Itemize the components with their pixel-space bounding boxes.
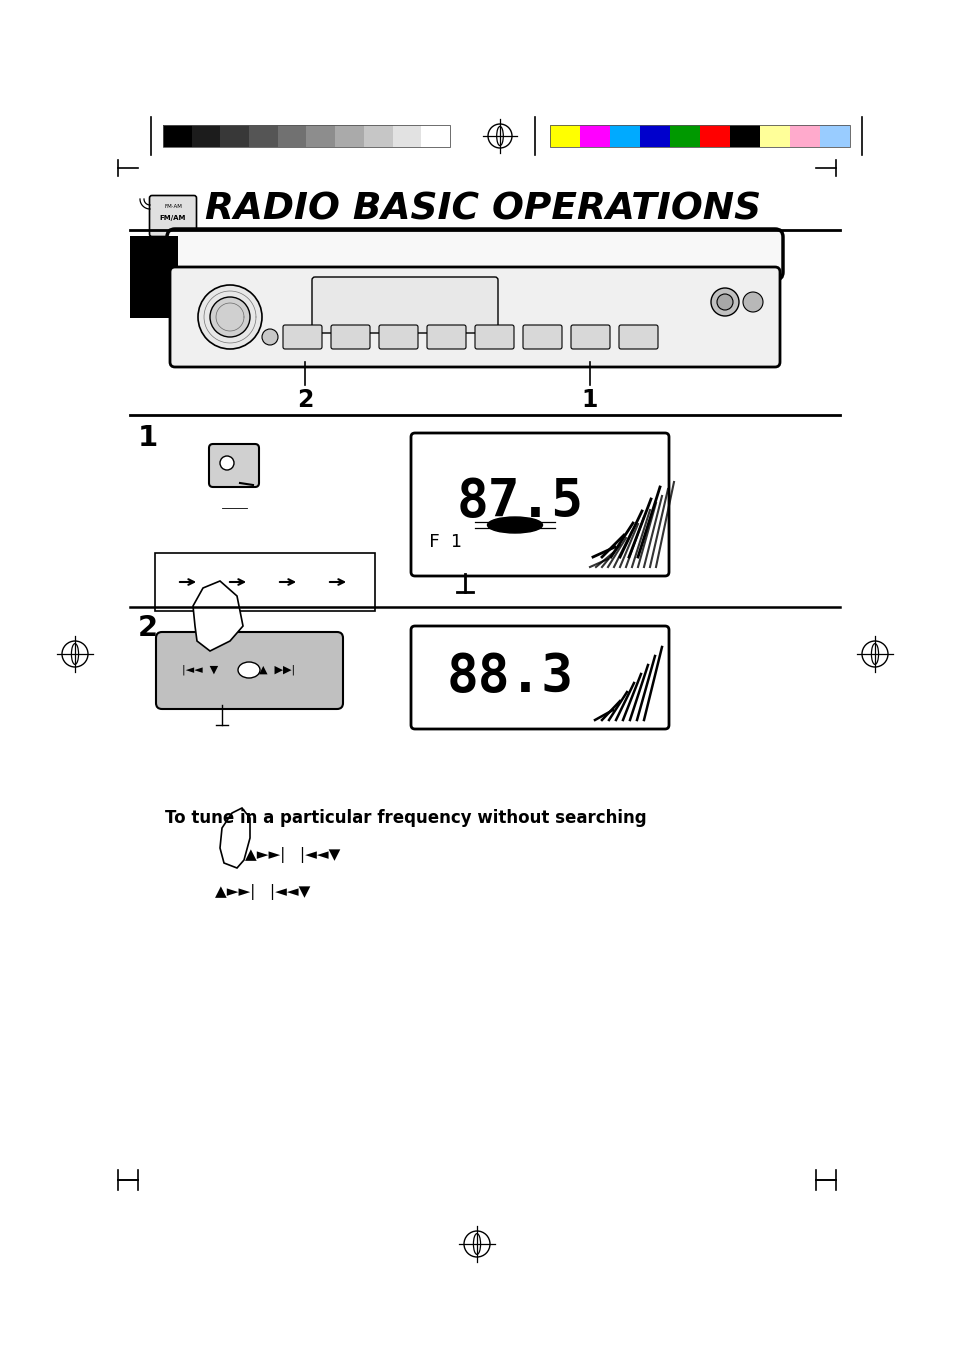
Circle shape — [210, 297, 250, 336]
Text: |◄◄  ▼: |◄◄ ▼ — [182, 665, 218, 676]
Bar — [820, 126, 849, 147]
Text: 1: 1 — [138, 424, 158, 453]
Bar — [579, 126, 609, 147]
Bar — [163, 126, 450, 147]
Text: 2: 2 — [138, 613, 158, 642]
Text: 2: 2 — [296, 388, 313, 412]
Text: 87.5: 87.5 — [456, 476, 583, 528]
FancyBboxPatch shape — [411, 626, 668, 730]
Bar — [760, 126, 789, 147]
Bar — [192, 126, 220, 147]
Circle shape — [198, 285, 262, 349]
Bar — [700, 126, 729, 147]
Text: FM/AM: FM/AM — [160, 215, 186, 220]
Bar — [249, 126, 277, 147]
FancyBboxPatch shape — [411, 434, 668, 576]
FancyBboxPatch shape — [156, 632, 343, 709]
Circle shape — [262, 330, 277, 345]
Bar — [277, 126, 306, 147]
FancyBboxPatch shape — [522, 326, 561, 349]
FancyBboxPatch shape — [167, 230, 782, 280]
FancyBboxPatch shape — [475, 326, 514, 349]
Circle shape — [710, 288, 739, 316]
Polygon shape — [193, 581, 243, 651]
Ellipse shape — [237, 662, 260, 678]
FancyBboxPatch shape — [331, 326, 370, 349]
FancyBboxPatch shape — [170, 267, 780, 367]
Text: ▲  ▶▶|: ▲ ▶▶| — [258, 665, 294, 676]
Bar — [421, 126, 450, 147]
FancyBboxPatch shape — [150, 196, 196, 236]
FancyBboxPatch shape — [427, 326, 465, 349]
Text: ▲►►|   |◄◄▼: ▲►►| |◄◄▼ — [245, 847, 340, 863]
Bar — [335, 126, 363, 147]
Bar — [363, 126, 393, 147]
Text: To tune in a particular frequency without searching: To tune in a particular frequency withou… — [165, 809, 646, 827]
Circle shape — [717, 295, 732, 309]
Text: ▲►►|   |◄◄▼: ▲►►| |◄◄▼ — [214, 884, 310, 900]
FancyBboxPatch shape — [283, 326, 322, 349]
Circle shape — [220, 457, 233, 470]
Bar — [306, 126, 335, 147]
Text: RADIO BASIC OPERATIONS: RADIO BASIC OPERATIONS — [205, 192, 760, 228]
Bar — [220, 126, 249, 147]
Text: 88.3: 88.3 — [446, 651, 573, 703]
Bar — [550, 126, 849, 147]
Bar — [639, 126, 669, 147]
FancyBboxPatch shape — [618, 326, 658, 349]
Bar — [163, 126, 192, 147]
Text: FM·AM: FM·AM — [164, 204, 182, 209]
Bar — [154, 553, 375, 611]
FancyBboxPatch shape — [209, 444, 258, 486]
Bar — [393, 126, 421, 147]
Text: F 1: F 1 — [428, 534, 461, 551]
Text: 1: 1 — [581, 388, 598, 412]
Ellipse shape — [487, 517, 542, 534]
Bar — [130, 236, 178, 317]
FancyBboxPatch shape — [571, 326, 609, 349]
Bar — [729, 126, 760, 147]
Polygon shape — [220, 808, 250, 867]
Bar — [609, 126, 639, 147]
FancyBboxPatch shape — [378, 326, 417, 349]
FancyBboxPatch shape — [312, 277, 497, 332]
Bar — [789, 126, 820, 147]
Bar — [550, 126, 579, 147]
Bar — [669, 126, 700, 147]
Circle shape — [742, 292, 762, 312]
